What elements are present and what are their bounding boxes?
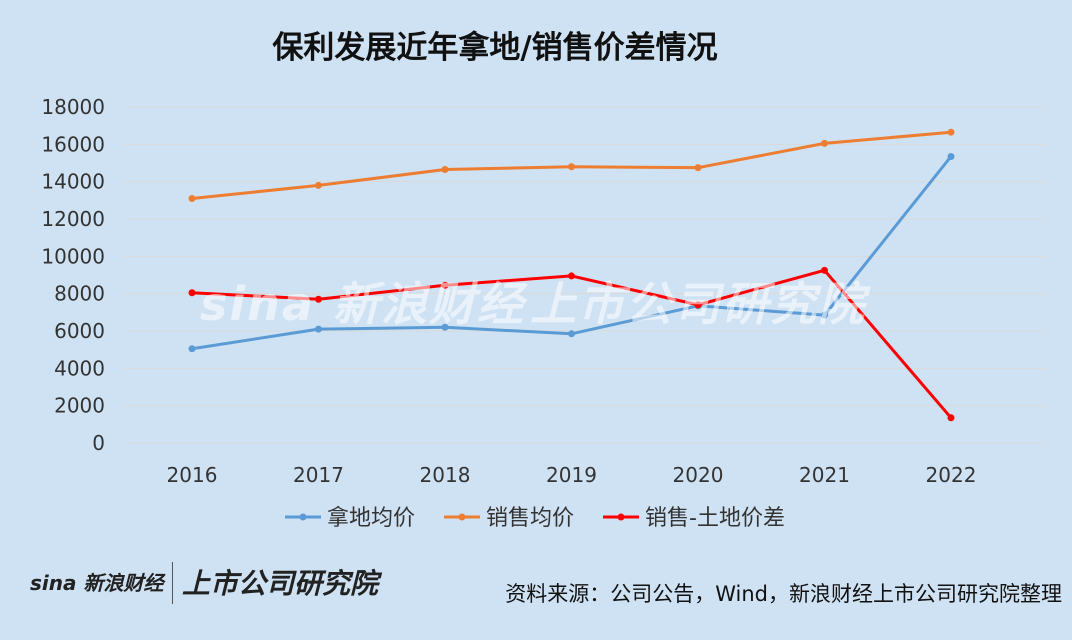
data-point [441, 166, 449, 174]
y-tick-label: 4000 [54, 356, 105, 380]
data-point [568, 330, 575, 338]
x-tick-label: 2021 [799, 463, 850, 487]
data-point [694, 164, 702, 172]
x-tick-label: 2017 [293, 463, 344, 487]
data-point [947, 152, 955, 160]
watermark-sina-logo: sina 新浪财经 [200, 277, 525, 331]
data-point [821, 266, 828, 274]
data-point [694, 301, 702, 309]
watermark: sina 新浪财经 上市公司研究院 [200, 268, 866, 334]
data-point [188, 345, 196, 353]
chart-title: 保利发展近年拿地/销售价差情况 [272, 30, 718, 66]
legend-swatch-marker [617, 513, 625, 521]
legend-label: 销售-土地价差 [645, 506, 785, 531]
y-tick-label: 10000 [41, 244, 105, 268]
data-point [315, 325, 322, 333]
data-point [188, 289, 196, 297]
data-point [821, 139, 828, 147]
y-tick-label: 18000 [41, 95, 105, 119]
x-tick-label: 2016 [167, 463, 218, 487]
data-point [441, 281, 449, 289]
data-point [568, 163, 575, 171]
y-tick-label: 14000 [41, 170, 105, 194]
y-tick-label: 8000 [54, 282, 105, 306]
legend-swatch-marker [458, 513, 466, 521]
legend-label: 拿地均价 [327, 505, 415, 531]
data-point [315, 295, 322, 303]
x-tick-label: 2022 [926, 463, 977, 487]
data-point [188, 194, 196, 202]
footer-sina-logo: sina 新浪财经 [30, 571, 164, 595]
footer-institute-logo: 上市公司研究院 [182, 567, 379, 600]
x-tick-label: 2020 [673, 463, 724, 487]
data-point [315, 181, 322, 189]
footer-divider [172, 562, 173, 604]
data-point [441, 323, 449, 331]
data-point [568, 272, 575, 280]
y-tick-label: 2000 [54, 394, 105, 418]
source-note: 资料来源：公司公告，Wind，新浪财经上市公司研究院整理 [505, 582, 1062, 606]
x-tick-label: 2019 [546, 463, 597, 487]
data-point [821, 311, 828, 319]
x-tick-label: 2018 [420, 463, 471, 487]
watermark-institute-logo: 上市公司研究院 [530, 277, 866, 331]
data-point [947, 414, 955, 422]
y-tick-label: 0 [92, 431, 105, 455]
y-tick-label: 16000 [41, 132, 105, 156]
data-point [947, 128, 955, 136]
y-tick-label: 6000 [54, 319, 105, 343]
legend-label: 销售均价 [486, 506, 574, 531]
y-tick-label: 12000 [41, 207, 105, 231]
legend-swatch-marker [299, 513, 307, 521]
